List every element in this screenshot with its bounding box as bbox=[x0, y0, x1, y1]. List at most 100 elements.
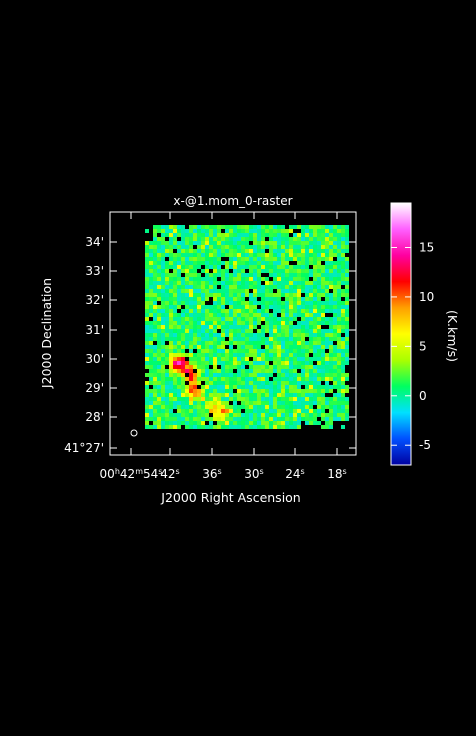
raster-pixel bbox=[333, 233, 337, 237]
raster-pixel bbox=[173, 393, 177, 397]
raster-pixel bbox=[277, 265, 281, 269]
raster-pixel bbox=[293, 317, 297, 321]
raster-pixel bbox=[249, 421, 253, 425]
raster-pixel bbox=[237, 405, 241, 409]
raster-pixel bbox=[153, 293, 157, 297]
raster-pixel bbox=[177, 305, 181, 309]
raster-pixel bbox=[289, 401, 293, 405]
raster-pixel bbox=[225, 365, 229, 369]
raster-pixel bbox=[257, 249, 261, 253]
raster-pixel bbox=[213, 265, 217, 269]
raster-pixel bbox=[337, 265, 341, 269]
raster-pixel bbox=[285, 357, 289, 361]
raster-pixel bbox=[225, 425, 229, 429]
raster-pixel bbox=[157, 289, 161, 293]
raster-pixel bbox=[213, 417, 217, 421]
raster-pixel bbox=[281, 249, 285, 253]
raster-pixel bbox=[293, 265, 297, 269]
raster-pixel bbox=[313, 417, 317, 421]
raster-pixel bbox=[145, 401, 149, 405]
raster-pixel bbox=[149, 357, 153, 361]
raster-pixel bbox=[145, 365, 149, 369]
raster-pixel bbox=[273, 377, 277, 381]
raster-pixel bbox=[345, 269, 349, 273]
raster-pixel bbox=[153, 241, 157, 245]
raster-pixel bbox=[225, 345, 229, 349]
raster-pixel bbox=[289, 257, 293, 261]
raster-pixel bbox=[265, 317, 269, 321]
raster-pixel bbox=[253, 349, 257, 353]
raster-pixel bbox=[313, 413, 317, 417]
raster-pixel bbox=[241, 277, 245, 281]
raster-pixel bbox=[277, 329, 281, 333]
raster-pixel bbox=[261, 273, 265, 277]
raster-pixel bbox=[229, 353, 233, 357]
raster-pixel bbox=[145, 293, 149, 297]
raster-pixel bbox=[273, 237, 277, 241]
raster-pixel bbox=[237, 425, 241, 429]
raster-pixel bbox=[225, 389, 229, 393]
raster-pixel bbox=[233, 385, 237, 389]
raster-pixel bbox=[305, 305, 309, 309]
raster-pixel bbox=[189, 265, 193, 269]
raster-pixel bbox=[301, 253, 305, 257]
raster-pixel bbox=[169, 249, 173, 253]
raster-pixel bbox=[325, 309, 329, 313]
raster-pixel bbox=[269, 281, 273, 285]
raster-pixel bbox=[185, 313, 189, 317]
raster-pixel bbox=[345, 385, 349, 389]
raster-pixel bbox=[181, 317, 185, 321]
raster-pixel bbox=[177, 405, 181, 409]
raster-pixel bbox=[217, 341, 221, 345]
raster-pixel bbox=[201, 405, 205, 409]
raster-pixel bbox=[169, 381, 173, 385]
raster-pixel bbox=[325, 361, 329, 365]
raster-pixel bbox=[209, 361, 213, 365]
raster-pixel bbox=[301, 409, 305, 413]
raster-pixel bbox=[297, 281, 301, 285]
raster-pixel bbox=[169, 225, 173, 229]
raster-pixel bbox=[205, 373, 209, 377]
raster-pixel bbox=[253, 225, 257, 229]
raster-pixel bbox=[277, 249, 281, 253]
raster-pixel bbox=[289, 269, 293, 273]
raster-pixel bbox=[281, 261, 285, 265]
raster-pixel bbox=[221, 357, 225, 361]
raster-pixel bbox=[261, 265, 265, 269]
raster-pixel bbox=[157, 341, 161, 345]
raster-pixel bbox=[225, 269, 229, 273]
raster-pixel bbox=[161, 293, 165, 297]
raster-pixel bbox=[305, 385, 309, 389]
raster-pixel bbox=[257, 241, 261, 245]
raster-pixel bbox=[217, 397, 221, 401]
raster-pixel bbox=[265, 333, 269, 337]
raster-pixel bbox=[301, 225, 305, 229]
raster-pixel bbox=[317, 409, 321, 413]
raster-pixel bbox=[257, 401, 261, 405]
raster-pixel bbox=[249, 277, 253, 281]
raster-pixel bbox=[149, 289, 153, 293]
raster-pixel bbox=[289, 369, 293, 373]
raster-pixel bbox=[309, 385, 313, 389]
raster-pixel bbox=[313, 317, 317, 321]
raster-pixel bbox=[265, 345, 269, 349]
raster-pixel bbox=[301, 353, 305, 357]
raster-pixel bbox=[257, 237, 261, 241]
raster-pixel bbox=[197, 293, 201, 297]
raster-pixel bbox=[261, 281, 265, 285]
raster-pixel bbox=[301, 273, 305, 277]
raster-pixel bbox=[177, 377, 181, 381]
raster-pixel bbox=[189, 417, 193, 421]
raster-pixel bbox=[241, 357, 245, 361]
raster-pixel bbox=[169, 409, 173, 413]
raster-pixel bbox=[165, 233, 169, 237]
raster-pixel bbox=[269, 297, 273, 301]
raster-pixel bbox=[309, 261, 313, 265]
raster-pixel bbox=[341, 341, 345, 345]
raster-pixel bbox=[229, 417, 233, 421]
raster-pixel bbox=[241, 385, 245, 389]
raster-pixel bbox=[169, 289, 173, 293]
raster-pixel bbox=[157, 309, 161, 313]
raster-pixel bbox=[269, 345, 273, 349]
raster-pixel bbox=[145, 309, 149, 313]
